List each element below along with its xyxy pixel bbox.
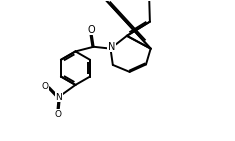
- Text: O: O: [88, 25, 96, 35]
- Text: N: N: [108, 42, 115, 52]
- Text: O: O: [42, 82, 49, 91]
- Text: N: N: [55, 92, 62, 102]
- Text: O: O: [55, 110, 62, 119]
